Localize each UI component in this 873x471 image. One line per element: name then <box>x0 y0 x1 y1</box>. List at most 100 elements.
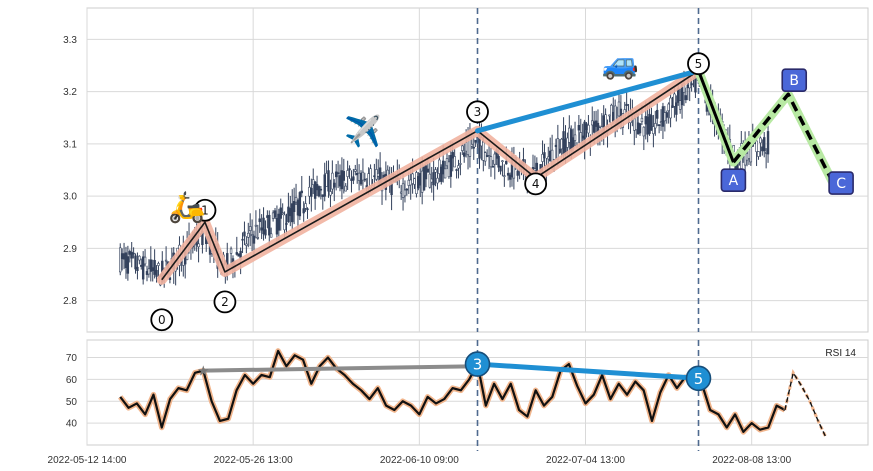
candle-body <box>451 152 454 159</box>
candle-body <box>745 153 749 161</box>
candle-body <box>141 256 145 280</box>
candle-body <box>269 233 273 238</box>
candle-body <box>229 248 233 254</box>
candle-body <box>654 123 657 129</box>
candle-body <box>461 145 464 151</box>
candle-body <box>617 101 621 117</box>
candle-body <box>497 156 500 168</box>
candle-body <box>355 172 359 176</box>
candle-body <box>354 169 357 172</box>
wave-point-3-label: 3 <box>474 105 482 119</box>
candle-body <box>650 115 653 131</box>
wave-point-1-label: 1 <box>201 204 209 218</box>
candle-body <box>147 268 151 275</box>
candle-body <box>302 208 305 214</box>
wave-point-4-circle <box>524 172 548 196</box>
candle-body <box>287 206 290 223</box>
candle-body <box>266 215 269 218</box>
rsi-title: RSI 14 <box>825 348 856 359</box>
candle-body <box>323 174 326 197</box>
wave-point-5-label: 5 <box>695 57 703 71</box>
correction-point-A-box <box>720 168 747 192</box>
candle-body <box>438 159 441 174</box>
xtick-label: 2022-05-26 13:00 <box>214 455 293 466</box>
candle-body <box>155 269 158 277</box>
candle-body <box>363 178 367 181</box>
candle-body <box>143 256 147 265</box>
xtick-label: 2022-08-08 13:00 <box>712 455 791 466</box>
candle-body <box>264 229 267 236</box>
candle-body <box>570 129 573 152</box>
candle-body <box>153 260 156 275</box>
candle-body <box>432 172 435 186</box>
candle-body <box>453 156 456 168</box>
candle-body <box>357 172 361 181</box>
candle-body <box>401 183 405 198</box>
candle-body <box>581 135 584 139</box>
rsi-panel: 40 50 60 70 ★ 3 5 RSI 14 <box>66 339 869 451</box>
candle-body <box>417 176 420 189</box>
rsi-marker-3-circle <box>464 351 491 377</box>
candle-body <box>126 256 130 274</box>
xtick-label: 2022-06-10 09:00 <box>380 455 459 466</box>
candle-body <box>281 212 284 214</box>
candle-body <box>336 172 340 174</box>
candle-body <box>463 152 466 157</box>
candle-body <box>489 156 493 168</box>
candle-body <box>359 173 363 185</box>
candle-body <box>375 169 378 180</box>
candle-body <box>560 138 563 150</box>
candle-body <box>648 113 651 134</box>
candle-body <box>566 137 569 148</box>
candle-body <box>252 235 256 244</box>
candle-body <box>484 152 487 162</box>
correction-point-A-label: A <box>729 173 739 189</box>
rsi-ytick-label: 40 <box>66 419 78 430</box>
candle-body <box>499 165 502 172</box>
candle-body <box>237 253 240 257</box>
wave-point-2-label: 2 <box>221 295 229 309</box>
candle-body <box>250 234 254 237</box>
candle-body <box>306 208 309 211</box>
candle-body <box>275 217 279 235</box>
candle-body <box>449 155 453 177</box>
candle-body <box>669 97 672 119</box>
candle-body <box>441 160 445 175</box>
candle-body <box>690 83 693 86</box>
candle-body <box>124 252 128 269</box>
candle-body <box>294 196 298 203</box>
candle-body <box>296 200 300 216</box>
candle-body <box>564 138 567 155</box>
price-ytick-label: 3.3 <box>63 35 77 46</box>
candle-body <box>350 178 353 181</box>
rsi-ytick-label: 70 <box>66 353 78 364</box>
candle-body <box>608 114 611 117</box>
candle-body <box>573 134 577 141</box>
candle-body <box>283 214 286 231</box>
candle-body <box>430 178 433 183</box>
candle-body <box>399 191 403 194</box>
candle-body <box>671 105 674 108</box>
candle-body <box>503 175 506 177</box>
candle-body <box>327 170 330 192</box>
candle-body <box>505 160 508 165</box>
candle-body <box>140 264 143 267</box>
candle-body <box>243 231 246 237</box>
candle-body <box>457 165 460 169</box>
candle-body <box>625 103 628 107</box>
price-panel: 2.8 2.9 3.0 3.1 3.2 3.3 0 1 2 3 4 5 A B C 🛵 ✈️ 🚙 <box>63 7 869 333</box>
price-ytick-label: 3.1 <box>63 139 77 150</box>
candle-body <box>333 182 336 188</box>
candle-body <box>164 259 168 262</box>
candle-body <box>749 146 753 163</box>
candle-body <box>312 179 315 185</box>
candle-body <box>352 176 355 181</box>
candle-body <box>594 120 598 127</box>
candle-body <box>342 171 346 181</box>
candle-body <box>313 181 317 199</box>
candle-body <box>667 103 670 112</box>
candle-body <box>407 179 410 186</box>
candle-body <box>640 117 644 123</box>
candle-body <box>455 169 458 171</box>
